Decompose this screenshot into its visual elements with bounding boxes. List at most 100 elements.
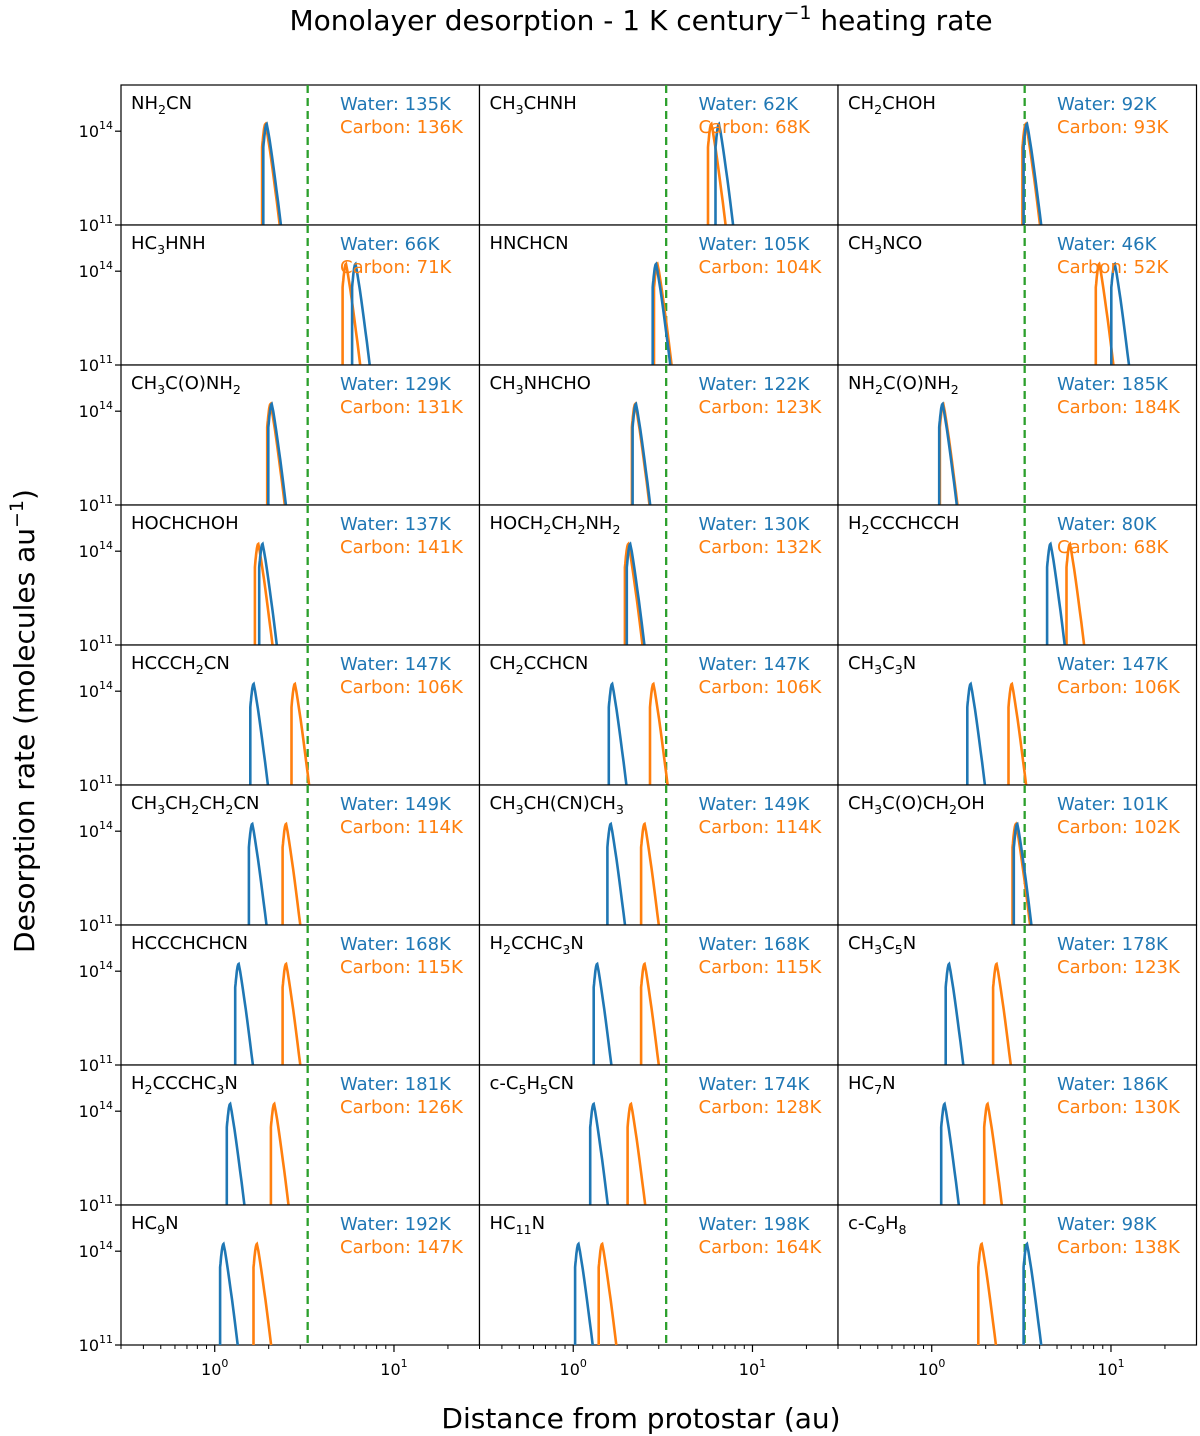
y-tick-label: 1011	[79, 1193, 113, 1215]
carbon-temp-label: Carbon: 71K	[340, 257, 453, 278]
carbon-series-line	[982, 1101, 1004, 1206]
water-temp-label: Water: 130K	[699, 514, 811, 535]
x-tick-label: 101	[739, 1357, 766, 1379]
carbon-temp-label: Carbon: 147K	[340, 1237, 464, 1258]
carbon-series-line	[991, 961, 1013, 1066]
x-tick-label: 100	[560, 1357, 587, 1379]
molecule-label: HC11N	[490, 1213, 546, 1237]
water-series-line	[588, 1101, 610, 1206]
water-series-line	[247, 821, 268, 926]
carbon-temp-label: Carbon: 68K	[1057, 537, 1170, 558]
panel-frame	[478, 84, 839, 226]
carbon-temp-label: Carbon: 141K	[340, 537, 464, 558]
carbon-series-line	[639, 821, 661, 926]
y-tick-label: 1011	[79, 213, 113, 235]
water-temp-label: Water: 185K	[1057, 374, 1169, 395]
water-series-line	[651, 261, 672, 366]
molecule-label: HCCCHCHCN	[131, 933, 248, 954]
water-temp-label: Water: 101K	[1057, 794, 1169, 815]
panel-frame	[120, 1204, 481, 1346]
water-temp-label: Water: 122K	[699, 374, 811, 395]
molecule-label: CH2CCHCN	[490, 653, 589, 677]
water-temp-label: Water: 105K	[699, 234, 811, 255]
panel-frame	[837, 224, 1198, 366]
molecule-label: CH2CHOH	[848, 93, 936, 117]
carbon-temp-label: Carbon: 126K	[340, 1097, 464, 1118]
y-tick-label: 1011	[79, 493, 113, 515]
x-tick-label: 100	[201, 1357, 228, 1379]
carbon-temp-label: Carbon: 106K	[340, 677, 464, 698]
carbon-temp-label: Carbon: 136K	[340, 117, 464, 138]
carbon-temp-label: Carbon: 106K	[1057, 677, 1181, 698]
water-temp-label: Water: 198K	[699, 1214, 811, 1235]
carbon-temp-label: Carbon: 115K	[699, 957, 823, 978]
water-series-line	[350, 261, 371, 366]
y-tick-label: 1011	[79, 633, 113, 655]
molecule-label: CH3CHNH	[490, 93, 577, 117]
y-tick-label: 1014	[79, 1239, 113, 1261]
panel-frame	[478, 1204, 839, 1346]
molecule-label: HC3HNH	[131, 233, 206, 257]
water-series-line	[573, 1241, 594, 1346]
water-series-line	[1022, 1241, 1043, 1346]
molecule-label: CH3C3N	[848, 653, 916, 677]
carbon-temp-label: Carbon: 68K	[699, 117, 812, 138]
panel-frame	[837, 84, 1198, 226]
panel-frame	[120, 224, 481, 366]
molecule-label: HC7N	[848, 1073, 896, 1097]
carbon-temp-label: Carbon: 138K	[1057, 1237, 1181, 1258]
water-series-line	[1022, 121, 1043, 226]
molecule-label: c-C9H8	[848, 1213, 907, 1237]
water-temp-label: Water: 168K	[340, 934, 452, 955]
water-temp-label: Water: 149K	[699, 794, 811, 815]
y-tick-label: 1014	[79, 259, 113, 281]
panel-frame	[478, 1064, 839, 1206]
water-temp-label: Water: 181K	[340, 1074, 452, 1095]
carbon-temp-label: Carbon: 123K	[699, 397, 823, 418]
carbon-series-line	[253, 541, 274, 646]
panel-frame	[837, 784, 1198, 926]
panel-frame	[120, 1064, 481, 1206]
y-tick-label: 1014	[79, 119, 113, 141]
water-temp-label: Water: 66K	[340, 234, 441, 255]
water-temp-label: Water: 147K	[1057, 654, 1169, 675]
water-series-line	[592, 961, 613, 1066]
water-series-line	[1045, 541, 1066, 646]
molecule-label: CH3C(O)CH2OH	[848, 793, 985, 817]
water-temp-label: Water: 92K	[1057, 94, 1158, 115]
carbon-temp-label: Carbon: 114K	[340, 817, 464, 838]
water-temp-label: Water: 147K	[340, 654, 452, 675]
carbon-temp-label: Carbon: 184K	[1057, 397, 1181, 418]
carbon-temp-label: Carbon: 52K	[1057, 257, 1170, 278]
water-temp-label: Water: 178K	[1057, 934, 1169, 955]
carbon-series-line	[290, 681, 311, 786]
water-series-line	[249, 681, 270, 786]
x-tick-label: 101	[1097, 1357, 1124, 1379]
water-temp-label: Water: 137K	[340, 514, 452, 535]
molecule-label: H2CCCHCCH	[848, 513, 959, 537]
water-series-line	[944, 961, 965, 1066]
molecule-label: HCCCH2CN	[131, 653, 230, 677]
water-temp-label: Water: 46K	[1057, 234, 1158, 255]
carbon-series-line	[623, 541, 644, 646]
water-series-line	[267, 401, 288, 506]
carbon-series-line	[977, 1241, 998, 1346]
x-axis-label: Distance from protostar (au)	[441, 1402, 840, 1435]
y-tick-label: 1011	[79, 1053, 113, 1075]
y-tick-label: 1011	[79, 1333, 113, 1355]
carbon-temp-label: Carbon: 114K	[699, 817, 823, 838]
molecule-label: H2CCHC3N	[490, 933, 584, 957]
